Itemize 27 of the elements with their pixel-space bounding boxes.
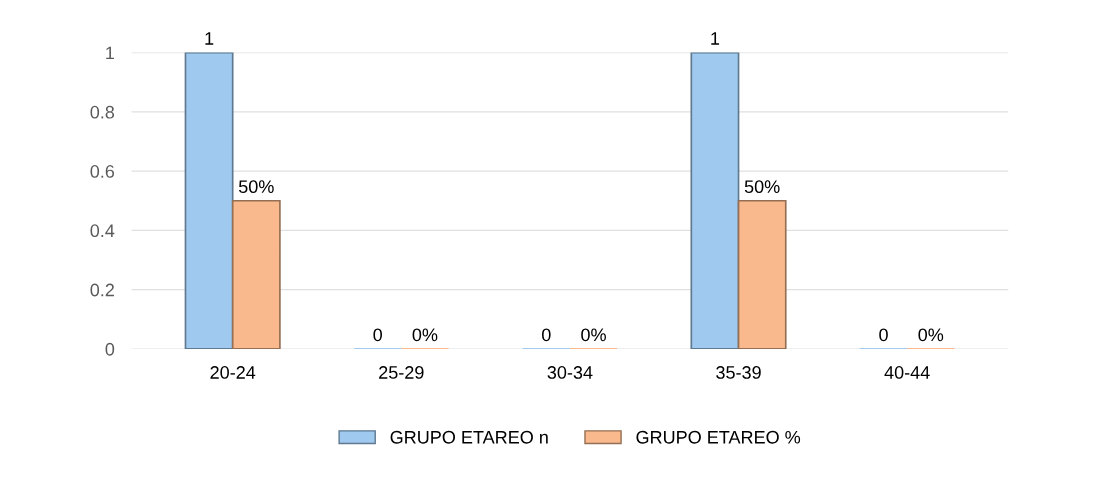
data-label: 0 [879, 328, 888, 342]
bar [231, 199, 281, 349]
bar [690, 52, 740, 349]
x-tick-label: 35-39 [716, 366, 761, 379]
data-label: 1 [711, 32, 720, 45]
data-label: 50% [744, 180, 780, 194]
data-label: 50% [238, 180, 274, 194]
data-label: 1 [205, 32, 214, 45]
y-tick-label: 1 [106, 46, 114, 60]
legend-label: GRUPO ETAREO n [390, 430, 548, 444]
legend-label: GRUPO ETAREO % [636, 430, 801, 444]
bar [737, 199, 787, 349]
y-tick-label: 0.8 [90, 105, 115, 119]
y-tick-label: 0 [105, 342, 115, 356]
x-tick-label: 25-29 [379, 366, 424, 379]
y-tick-label: 0.2 [90, 283, 114, 297]
x-tick-label: 40-44 [884, 366, 930, 379]
data-label: 0% [581, 328, 606, 342]
x-tick-label: 20-24 [210, 366, 256, 379]
data-label: 0% [412, 328, 438, 342]
data-label: 0 [542, 328, 551, 342]
y-tick-label: 0.6 [90, 165, 115, 178]
y-tick-label: 0.4 [90, 224, 115, 238]
data-label: 0% [918, 328, 944, 342]
bar [184, 52, 234, 349]
data-label: 0 [373, 328, 383, 342]
x-tick-label: 30-34 [547, 366, 593, 379]
